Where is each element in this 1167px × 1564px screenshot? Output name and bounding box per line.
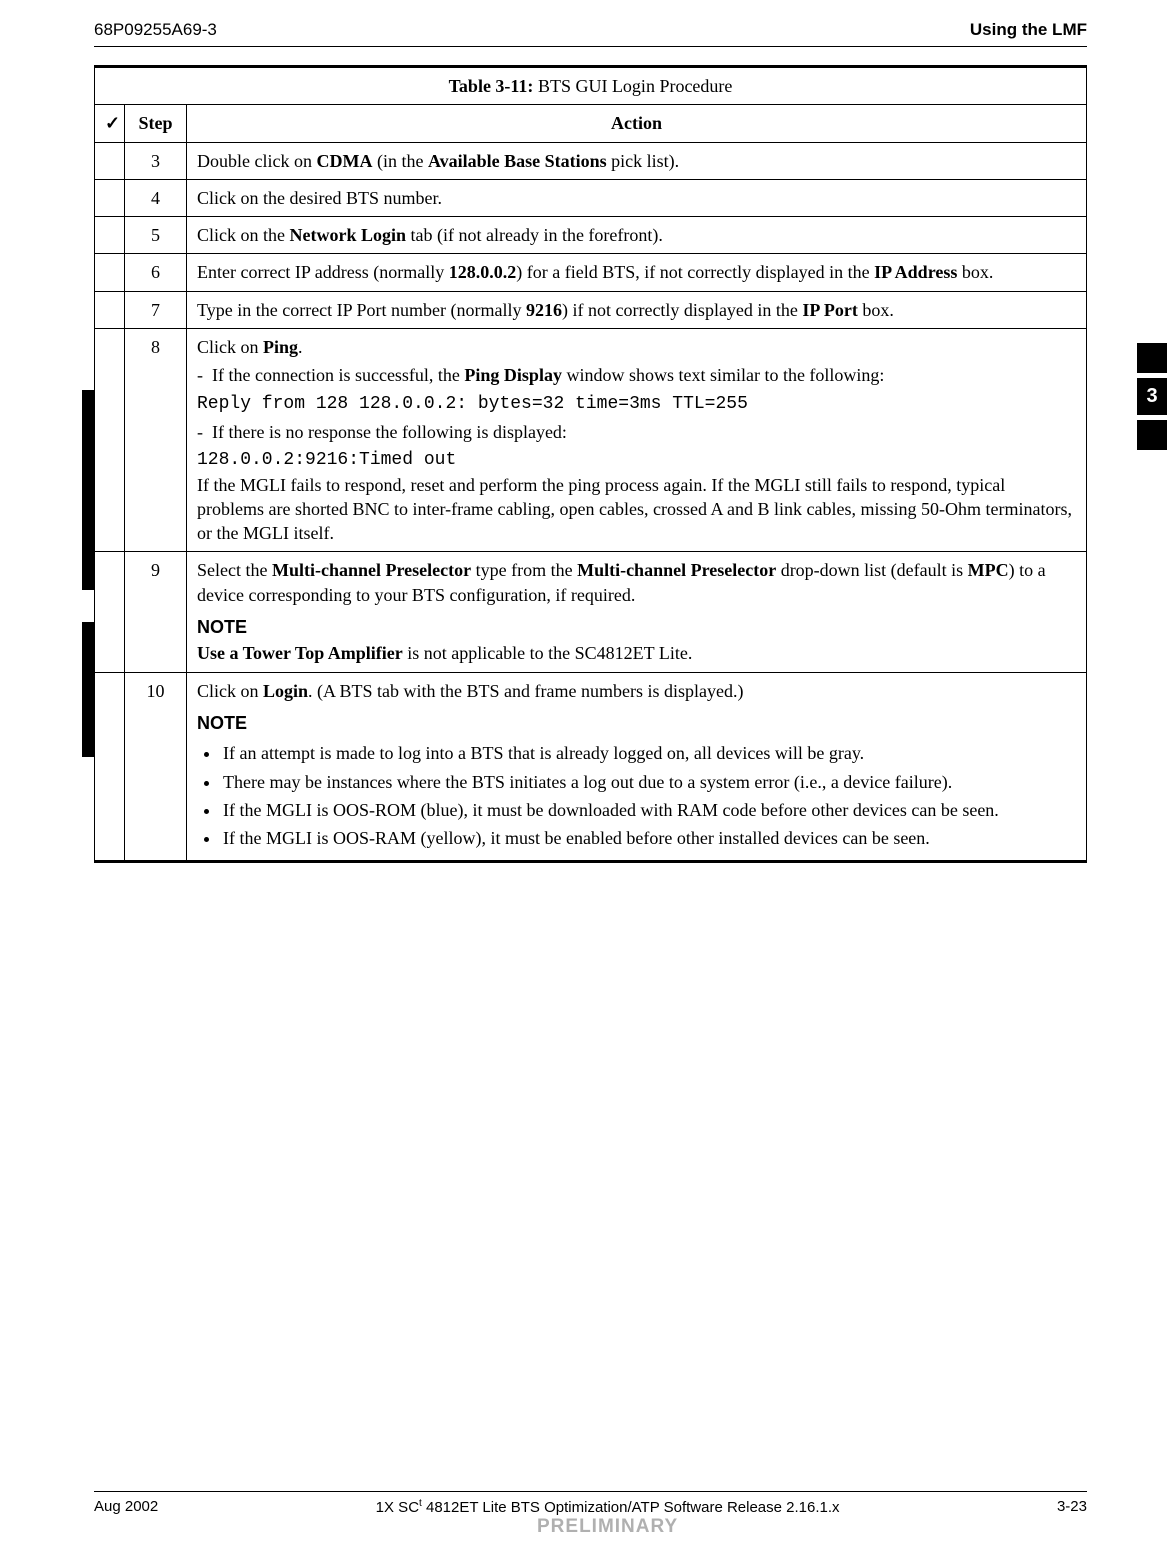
- page-header: 68P09255A69-3 Using the LMF: [94, 20, 1087, 47]
- action-cell: Type in the correct IP Port number (norm…: [187, 291, 1087, 328]
- section-title: Using the LMF: [970, 20, 1087, 40]
- doc-id: 68P09255A69-3: [94, 20, 217, 40]
- table-row: 7 Type in the correct IP Port number (no…: [95, 291, 1087, 328]
- step-cell: 9: [125, 552, 187, 672]
- col-check: ✓: [95, 105, 125, 142]
- action-cell: Click on Login. (A BTS tab with the BTS …: [187, 672, 1087, 862]
- code-output: 128.0.0.2:9216:Timed out: [197, 448, 1076, 472]
- step-cell: 6: [125, 254, 187, 291]
- action-cell: Click on the desired BTS number.: [187, 179, 1087, 216]
- footer-center: 1X SCt 4812ET Lite BTS Optimization/ATP …: [158, 1498, 1057, 1538]
- revision-bar: [82, 622, 94, 757]
- table-row: 5 Click on the Network Login tab (if not…: [95, 217, 1087, 254]
- check-cell: [95, 672, 125, 862]
- side-marker: [1137, 420, 1167, 450]
- check-cell: [95, 179, 125, 216]
- step-cell: 5: [125, 217, 187, 254]
- note-bullets: If an attempt is made to log into a BTS …: [197, 741, 1076, 850]
- page-number: 3-23: [1057, 1498, 1087, 1515]
- action-cell: Select the Multi-channel Preselector typ…: [187, 552, 1087, 672]
- table-title-row: Table 3-11: BTS GUI Login Procedure: [95, 67, 1087, 105]
- action-cell: Click on the Network Login tab (if not a…: [187, 217, 1087, 254]
- dash-item: If the connection is successful, the Pin…: [211, 363, 1076, 387]
- table-row: 9 Select the Multi-channel Preselector t…: [95, 552, 1087, 672]
- step-cell: 4: [125, 179, 187, 216]
- table-header-row: ✓ Step Action: [95, 105, 1087, 142]
- preliminary-label: PRELIMINARY: [158, 1516, 1057, 1538]
- page-footer: Aug 2002 1X SCt 4812ET Lite BTS Optimiza…: [94, 1491, 1087, 1538]
- action-cell: Click on Ping. If the connection is succ…: [187, 329, 1087, 552]
- note-label: NOTE: [197, 711, 1076, 735]
- list-item: If the MGLI is OOS-ROM (blue), it must b…: [221, 798, 1076, 822]
- chapter-number: 3: [1137, 378, 1167, 415]
- paragraph: If the MGLI fails to respond, reset and …: [197, 473, 1076, 546]
- revision-bar: [82, 390, 94, 590]
- list-item: There may be instances where the BTS ini…: [221, 770, 1076, 794]
- procedure-table: Table 3-11: BTS GUI Login Procedure ✓ St…: [94, 65, 1087, 863]
- table-row: 3 Double click on CDMA (in the Available…: [95, 142, 1087, 179]
- note-label: NOTE: [197, 615, 1076, 639]
- table-title: Table 3-11: BTS GUI Login Procedure: [95, 67, 1087, 105]
- table-row: 10 Click on Login. (A BTS tab with the B…: [95, 672, 1087, 862]
- action-cell: Double click on CDMA (in the Available B…: [187, 142, 1087, 179]
- check-cell: [95, 552, 125, 672]
- list-item: If an attempt is made to log into a BTS …: [221, 741, 1076, 765]
- dash-item: If there is no response the following is…: [211, 420, 1076, 444]
- check-cell: [95, 254, 125, 291]
- code-output: Reply from 128 128.0.0.2: bytes=32 time=…: [197, 392, 1076, 416]
- action-cell: Enter correct IP address (normally 128.0…: [187, 254, 1087, 291]
- table-row: 8 Click on Ping. If the connection is su…: [95, 329, 1087, 552]
- check-cell: [95, 291, 125, 328]
- side-tab: 3: [1137, 343, 1167, 450]
- side-marker: [1137, 343, 1167, 373]
- step-cell: 3: [125, 142, 187, 179]
- col-action: Action: [187, 105, 1087, 142]
- table-row: 6 Enter correct IP address (normally 128…: [95, 254, 1087, 291]
- table-row: 4 Click on the desired BTS number.: [95, 179, 1087, 216]
- step-cell: 8: [125, 329, 187, 552]
- list-item: If the MGLI is OOS-RAM (yellow), it must…: [221, 826, 1076, 850]
- step-cell: 10: [125, 672, 187, 862]
- check-cell: [95, 142, 125, 179]
- step-cell: 7: [125, 291, 187, 328]
- col-step: Step: [125, 105, 187, 142]
- check-cell: [95, 217, 125, 254]
- check-cell: [95, 329, 125, 552]
- footer-date: Aug 2002: [94, 1498, 158, 1515]
